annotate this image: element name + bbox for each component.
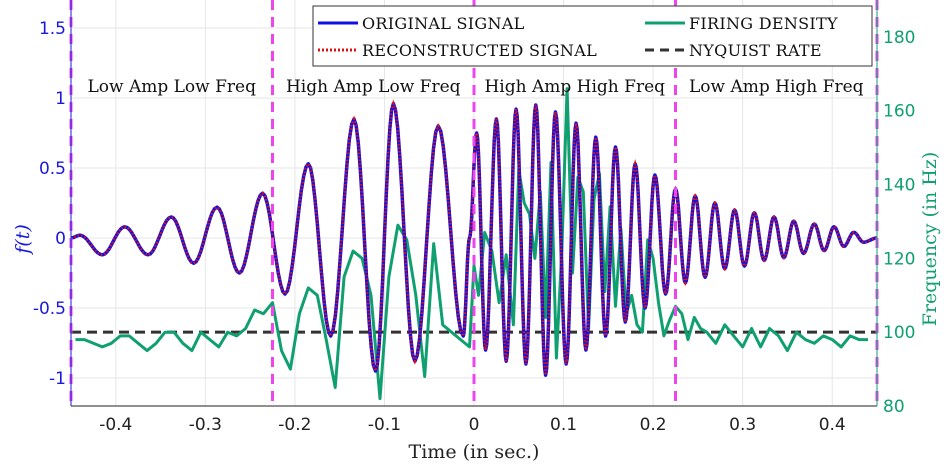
y-right-tick-label: 80 bbox=[883, 397, 905, 417]
region-label: Low Amp High Freq bbox=[689, 77, 864, 97]
y-right-tick-label: 120 bbox=[883, 249, 915, 269]
x-tick-label: -0.1 bbox=[368, 415, 401, 435]
region-labels: Low Amp Low Freq High Amp Low Freq High Am… bbox=[87, 77, 863, 97]
y-axis-left-title: f(t) bbox=[12, 224, 34, 256]
legend-label-firing: FIRING DENSITY bbox=[689, 14, 838, 33]
y-left-tick-label: -0.5 bbox=[33, 299, 66, 319]
y-left-tick-label: 1.5 bbox=[39, 19, 66, 39]
x-tick-label: -0.4 bbox=[99, 415, 132, 435]
tick-labels: -0.4 -0.3 -0.2 -0.1 0 0.1 0.2 0.3 0.4 -1 -0.5 0 0.5 1… bbox=[33, 19, 916, 435]
reconstructed-signal-line bbox=[70, 99, 878, 376]
y-left-tick-label: 0.5 bbox=[39, 159, 66, 179]
region-label: High Amp High Freq bbox=[484, 77, 665, 97]
x-tick-label: 0.2 bbox=[640, 415, 667, 435]
signal-group bbox=[70, 99, 878, 377]
y-right-tick-label: 180 bbox=[883, 28, 915, 48]
y-left-tick-label: 0 bbox=[55, 229, 66, 249]
region-label: High Amp Low Freq bbox=[286, 77, 461, 97]
legend-label-reconstructed: RECONSTRUCTED SIGNAL bbox=[362, 41, 597, 60]
axes-frame bbox=[70, 0, 878, 407]
x-tick-label: -0.3 bbox=[189, 415, 222, 435]
x-tick-label: 0 bbox=[469, 415, 480, 435]
region-label: Low Amp Low Freq bbox=[87, 77, 256, 97]
y-right-tick-label: 160 bbox=[883, 102, 915, 122]
x-tick-label: 0.4 bbox=[819, 415, 846, 435]
y-right-tick-label: 100 bbox=[883, 323, 915, 343]
x-axis-title: Time (in sec.) bbox=[409, 441, 540, 463]
x-tick-label: 0.3 bbox=[729, 415, 756, 435]
y-left-tick-label: 1 bbox=[55, 89, 66, 109]
legend-box bbox=[312, 5, 873, 67]
y-axis-right-title: Frequency (in Hz) bbox=[919, 152, 941, 327]
x-tick-label: 0.1 bbox=[550, 415, 577, 435]
y-left-tick-label: -1 bbox=[49, 369, 66, 389]
x-tick-label: -0.2 bbox=[278, 415, 311, 435]
legend-label-original: ORIGINAL SIGNAL bbox=[362, 14, 525, 33]
legend: ORIGINAL SIGNAL RECONSTRUCTED SIGNAL FIR… bbox=[312, 5, 873, 67]
y-right-tick-label: 140 bbox=[883, 176, 915, 196]
legend-label-nyquist: NYQUIST RATE bbox=[689, 41, 822, 60]
